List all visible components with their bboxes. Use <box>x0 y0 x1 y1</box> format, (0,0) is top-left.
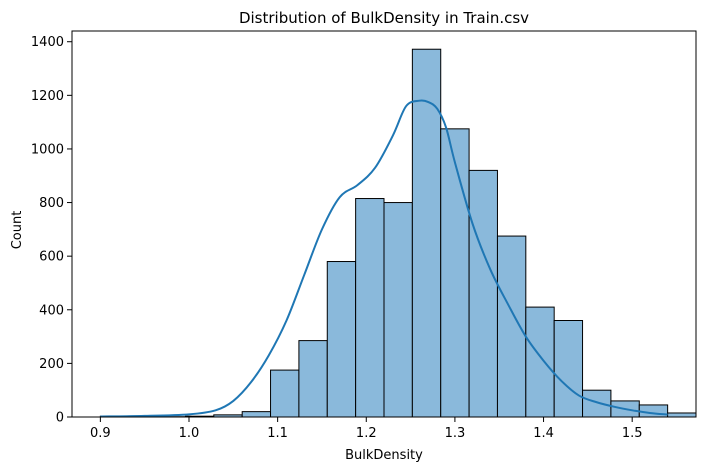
y-axis-label: Count <box>10 211 25 250</box>
histogram-bar <box>383 202 413 418</box>
histogram-bar <box>582 389 612 418</box>
bars-group <box>99 48 697 418</box>
histogram-bar <box>667 412 697 418</box>
histogram-bar <box>440 128 470 418</box>
x-tick-label: 1.1 <box>267 426 288 441</box>
histogram-bar <box>241 411 272 418</box>
y-tick-label: 600 <box>39 250 64 265</box>
histogram-bar <box>525 306 555 418</box>
x-axis-label: BulkDensity <box>345 448 423 463</box>
plot-frame <box>71 30 697 418</box>
x-tick-label: 0.9 <box>90 426 111 441</box>
x-tick-label: 1.2 <box>356 426 377 441</box>
x-tick-label: 1.4 <box>533 426 554 441</box>
histogram-bar <box>326 261 357 418</box>
y-tick-label: 0 <box>56 411 64 426</box>
histogram-bar <box>553 320 584 418</box>
histogram-bar <box>468 169 498 418</box>
x-tick-label: 1.0 <box>179 426 200 441</box>
y-tick-label: 1400 <box>31 35 64 50</box>
histogram-bar <box>355 198 385 418</box>
histogram-bar <box>298 340 328 418</box>
x-axis: 0.9 1.0 1.1 1.2 1.3 1.4 1.5 <box>90 417 643 441</box>
histogram-bar <box>270 369 300 418</box>
kde-group <box>100 99 668 418</box>
histogram-bar <box>496 235 527 418</box>
y-tick-label: 1000 <box>31 142 64 157</box>
x-tick-label: 1.3 <box>445 426 466 441</box>
chart-title: Distribution of BulkDensity in Train.csv <box>239 9 529 27</box>
histogram-bar <box>411 48 442 418</box>
kde-line <box>100 99 668 418</box>
x-tick-label: 1.5 <box>622 426 643 441</box>
y-axis: 0 200 400 600 800 1000 1200 1400 <box>31 35 72 426</box>
y-tick-label: 400 <box>39 303 64 318</box>
y-tick-label: 200 <box>39 357 64 372</box>
y-tick-label: 1200 <box>31 89 64 104</box>
y-tick-label: 800 <box>39 196 64 211</box>
